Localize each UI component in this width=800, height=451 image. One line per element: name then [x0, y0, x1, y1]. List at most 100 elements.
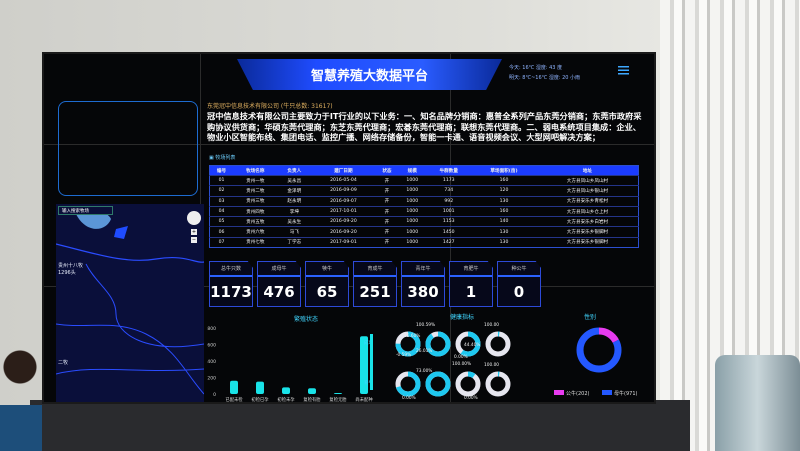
table-cell: 开 [375, 195, 399, 207]
column-header[interactable]: 草场面积(亩) [471, 165, 537, 176]
stats-row: 总牛只数 1173 成母牛 476 犊牛 65 育成牛 251 青年牛 380 育肥牛 1 种公牛 0 [209, 261, 541, 307]
y-tick-label: 0 [213, 392, 216, 398]
x-tick-label: 已配未检 [225, 396, 243, 403]
table-cell: 130 [471, 195, 537, 207]
donut-label: -0.59% [396, 352, 411, 358]
table-cell: 大方县安乐乡银脚村 [536, 226, 639, 238]
table-cell: 马飞 [277, 226, 312, 238]
table-cell: 01 [209, 174, 234, 186]
stat-value: 251 [359, 283, 391, 301]
x-tick-label: 初检已孕 [251, 396, 269, 403]
table-cell: 2017-09-01 [311, 236, 376, 248]
column-header[interactable]: 地址 [536, 165, 639, 176]
table-cell: 1000 [398, 216, 427, 227]
map-search-input[interactable]: 输入搜索牧场 [58, 206, 113, 215]
map-marker-label[interactable]: 贵州十八牧 [58, 263, 84, 269]
breeding-chart-title: 繁殖状态 [294, 316, 319, 323]
donut-label: 73.00% [416, 368, 432, 374]
map-marker-count: 1296头 [58, 270, 76, 276]
column-header[interactable]: 状态 [375, 165, 399, 176]
table-row[interactable]: 03 贵州三牧 赵永明 2016-09-07 开 1000 992 130 大方县安乐乡青松村 [209, 195, 639, 207]
y-tick-label: 600 [207, 343, 216, 349]
column-header[interactable]: 规模 [398, 165, 427, 176]
table-cell: 贵州七牧 [233, 236, 278, 248]
donut-value [485, 331, 511, 357]
table-cell: 1173 [426, 174, 472, 186]
stat-label: 青年牛 [402, 265, 444, 277]
table-cell: 1000 [398, 195, 427, 207]
table-cell: 07 [209, 236, 234, 248]
table-cell: 1000 [398, 205, 427, 217]
y-tick-label: 400 [207, 359, 216, 365]
legend-swatch [602, 390, 612, 395]
stat-card: 犊牛 65 [305, 261, 349, 307]
table-row[interactable]: 06 贵州六牧 马飞 2016-09-20 开 1000 1450 130 大方县安乐乡银脚村 [209, 226, 639, 238]
table-cell: 992 [426, 195, 472, 207]
stat-value: 1 [465, 283, 477, 301]
donut-label: 26.01% [416, 348, 432, 354]
table-cell: 开 [375, 236, 399, 248]
donut-value [455, 331, 481, 357]
table-row[interactable]: 01 贵州一牧 吴永昌 2016-05-04 开 1000 1173 160 大方县凤山乡凤山村 [209, 174, 639, 186]
health-title: 健康指标 [450, 314, 475, 321]
zoom-out-button[interactable]: − [191, 237, 197, 243]
map[interactable]: 输入搜索牧场 + − 贵州十八牧 1296头 二牧 [56, 204, 204, 402]
stat-card: 育肥牛 1 [449, 261, 493, 307]
legend-label: 母牛(971) [614, 390, 637, 397]
stat-card: 总牛只数 1173 [209, 261, 253, 307]
map-roads [56, 210, 204, 395]
weather-tomorrow: 明天: 8℃~16℃ 湿度: 20 小雨 [509, 75, 581, 81]
table-cell: 金泽明 [277, 185, 312, 197]
table-cell: 开 [375, 185, 399, 197]
table-cell: 06 [209, 226, 234, 238]
row-label: 成母 [364, 339, 373, 346]
column-header[interactable]: 编号 [209, 165, 234, 176]
table-cell: 02 [209, 185, 234, 197]
column-header[interactable]: 牧场名称 [233, 165, 278, 176]
table-cell: 1450 [426, 226, 472, 238]
donut-label: 0.00% [402, 395, 416, 401]
gender-donut-chart: 公牛(202) 母牛(971) [554, 327, 637, 397]
table-cell: 大方县安乐乡青松村 [536, 195, 639, 207]
stat-label: 育肥牛 [450, 265, 492, 277]
stat-card: 青年牛 380 [401, 261, 445, 307]
donut-track [485, 331, 511, 357]
table-cell: 开 [375, 174, 399, 186]
stat-value: 0 [513, 283, 525, 301]
stat-card: 种公牛 0 [497, 261, 541, 307]
video-panel [58, 101, 198, 196]
table-cell: 04 [209, 205, 234, 217]
table-cell: 1427 [426, 236, 472, 248]
map-pan-control[interactable] [187, 211, 201, 225]
legend-swatch [554, 390, 564, 395]
table-cell: 李坤 [277, 205, 312, 217]
stat-value: 65 [316, 283, 338, 301]
donut-label: 0.00% [454, 354, 468, 360]
bar [256, 381, 264, 394]
ranch-list-label: ▣ 牧场列表 [209, 155, 236, 161]
donut-value [395, 371, 421, 397]
table-cell: 1153 [426, 216, 472, 227]
x-tick-label: 尚未配种 [355, 396, 373, 403]
bar [334, 393, 342, 394]
table-cell: 130 [471, 226, 537, 238]
table-row[interactable]: 04 贵州四牧 李坤 2017-10-01 开 1000 1001 160 大方县凤山乡仓上村 [209, 205, 639, 217]
column-header[interactable]: 建厂日期 [311, 165, 376, 176]
bar [230, 380, 238, 394]
table-row[interactable]: 05 贵州五牧 吴永生 2016-09-20 开 1000 1153 140 大方县安乐乡白岩村 [209, 216, 639, 227]
donut-label: 100.00 [484, 362, 499, 368]
table-cell: 大方县安乐乡银脚村 [536, 236, 639, 248]
table-cell: 吴永生 [277, 216, 312, 227]
table-row[interactable]: 07 贵州七牧 丁学志 2017-09-01 开 1000 1427 130 大方县安乐乡银脚村 [209, 236, 639, 248]
table-cell: 贵州四牧 [233, 205, 278, 217]
column-header[interactable]: 负责人 [277, 165, 312, 176]
donut-value [425, 331, 451, 357]
column-header[interactable]: 牛群数量 [426, 165, 472, 176]
donut-value [425, 371, 451, 397]
table-row[interactable]: 02 贵州二牧 金泽明 2016-09-09 开 1000 734 120 大方县凤山乡银山村 [209, 185, 639, 197]
bar [308, 388, 316, 394]
table-cell: 2016-09-20 [311, 226, 376, 238]
menu-icon[interactable] [618, 66, 629, 75]
legend-label: 公牛(202) [566, 390, 589, 397]
